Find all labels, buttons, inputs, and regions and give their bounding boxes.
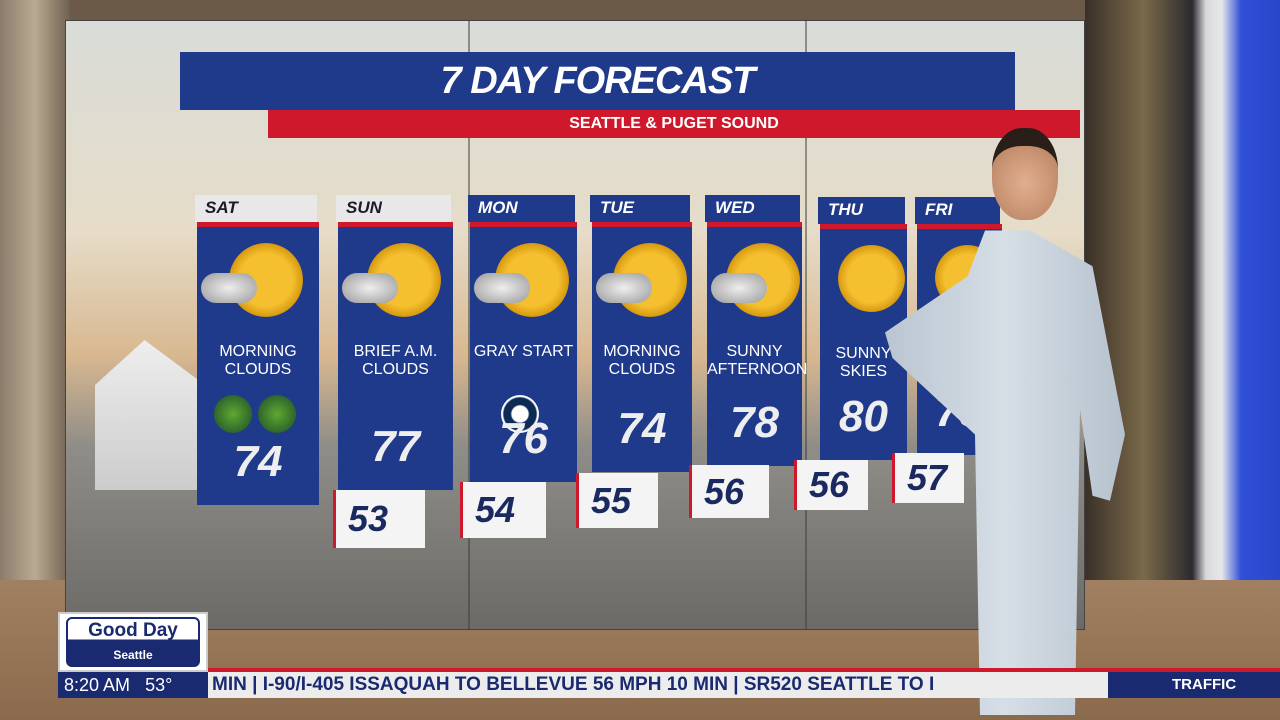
- reign-logo-icon: [258, 395, 296, 433]
- time-temp-bar: 8:20 AM 53°: [58, 672, 208, 698]
- day-high-temp: 77: [371, 422, 420, 471]
- cloud-icon: [474, 273, 530, 303]
- current-temp: 53°: [145, 675, 173, 695]
- wall-seam: [805, 20, 807, 630]
- day-low-temp: 53: [333, 490, 425, 548]
- clock-time: 8:20 AM: [64, 675, 131, 695]
- day-condition: SUNNY AFTERNOON: [707, 343, 808, 378]
- day-condition: MORNING CLOUDS: [219, 343, 297, 378]
- day-high-temp: 74: [233, 437, 283, 486]
- day-low-temp: 55: [576, 473, 658, 528]
- day-header-thu: THU: [818, 197, 905, 224]
- subtitle-band: [268, 110, 1080, 138]
- day-condition: SUNNY SKIES: [835, 345, 892, 380]
- day-header-sat: SAT: [195, 195, 317, 222]
- day-low-temp: 56: [794, 460, 868, 510]
- cloud-icon: [342, 273, 398, 303]
- cloud-icon: [711, 273, 767, 303]
- title-band: [180, 52, 1015, 110]
- day-high-temp: 80: [839, 392, 888, 441]
- day-condition: MORNING CLOUDS: [603, 343, 681, 378]
- day-low-temp: 54: [460, 482, 546, 538]
- day-low-temp: 57: [892, 453, 964, 503]
- day-condition: GRAY START: [473, 343, 574, 360]
- forecast-title: 7 DAY FORECAST: [440, 60, 756, 102]
- day-low-temp: 56: [689, 465, 769, 518]
- day-header-wed: WED: [705, 195, 800, 222]
- sun-icon: [838, 245, 905, 312]
- day-header-tue: TUE: [590, 195, 690, 222]
- show-logo-line2: Seattle: [113, 648, 153, 662]
- wall-seam: [468, 20, 470, 630]
- day-header-sun: SUN: [336, 195, 451, 222]
- traffic-ticker: MIN | I-90/I-405 ISSAQUAH TO BELLEVUE 56…: [208, 672, 1108, 698]
- day-condition: BRIEF A.M. CLOUDS: [353, 343, 438, 378]
- forecast-subtitle: SEATTLE & PUGET SOUND: [569, 115, 779, 132]
- show-logo-line1: Good Day: [88, 620, 178, 641]
- day-high-temp: 78: [730, 398, 779, 447]
- cloud-icon: [596, 273, 652, 303]
- cloud-icon: [201, 273, 257, 303]
- meteorologist-head: [992, 128, 1058, 220]
- ticker-accent: [208, 668, 1280, 672]
- day-header-mon: MON: [468, 195, 575, 222]
- sounders-logo-icon: [214, 395, 252, 433]
- mountain-logo-icon: [66, 617, 200, 667]
- mariners-logo-icon: [500, 395, 539, 433]
- day-high-temp: 76: [499, 414, 548, 463]
- ticker-label: TRAFFIC: [1108, 672, 1280, 698]
- day-high-temp: 74: [617, 404, 667, 453]
- day-header-fri: FRI: [915, 197, 1000, 224]
